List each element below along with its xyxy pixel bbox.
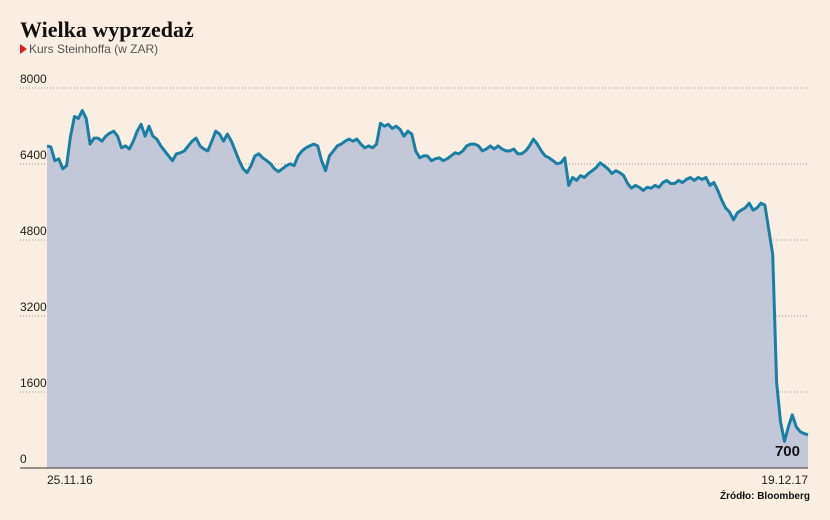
y-tick-label: 0 xyxy=(20,452,27,466)
line xyxy=(46,109,809,443)
data-label: 700 xyxy=(775,443,800,460)
area xyxy=(47,110,808,468)
plot: 0 1600 3200 4800 6400 8000 25.11.16 19.12.17 700 xyxy=(20,72,809,487)
y-tick-label: 1600 xyxy=(20,376,47,390)
y-tick-label: 6400 xyxy=(20,148,47,162)
subtitle-marker xyxy=(20,44,27,54)
x-tick-label: 19.12.17 xyxy=(761,473,808,487)
y-tick-label: 3200 xyxy=(20,300,47,314)
source: Źródło: Bloomberg xyxy=(720,489,810,502)
y-tick-label: 8000 xyxy=(20,72,47,86)
chart-subtitle: Kurs Steinhoffa (w ZAR) xyxy=(29,42,158,56)
y-tick-label: 4800 xyxy=(20,224,47,238)
x-tick-label: 25.11.16 xyxy=(47,473,93,487)
chart-title: Wielka wyprzedaż xyxy=(20,17,194,42)
